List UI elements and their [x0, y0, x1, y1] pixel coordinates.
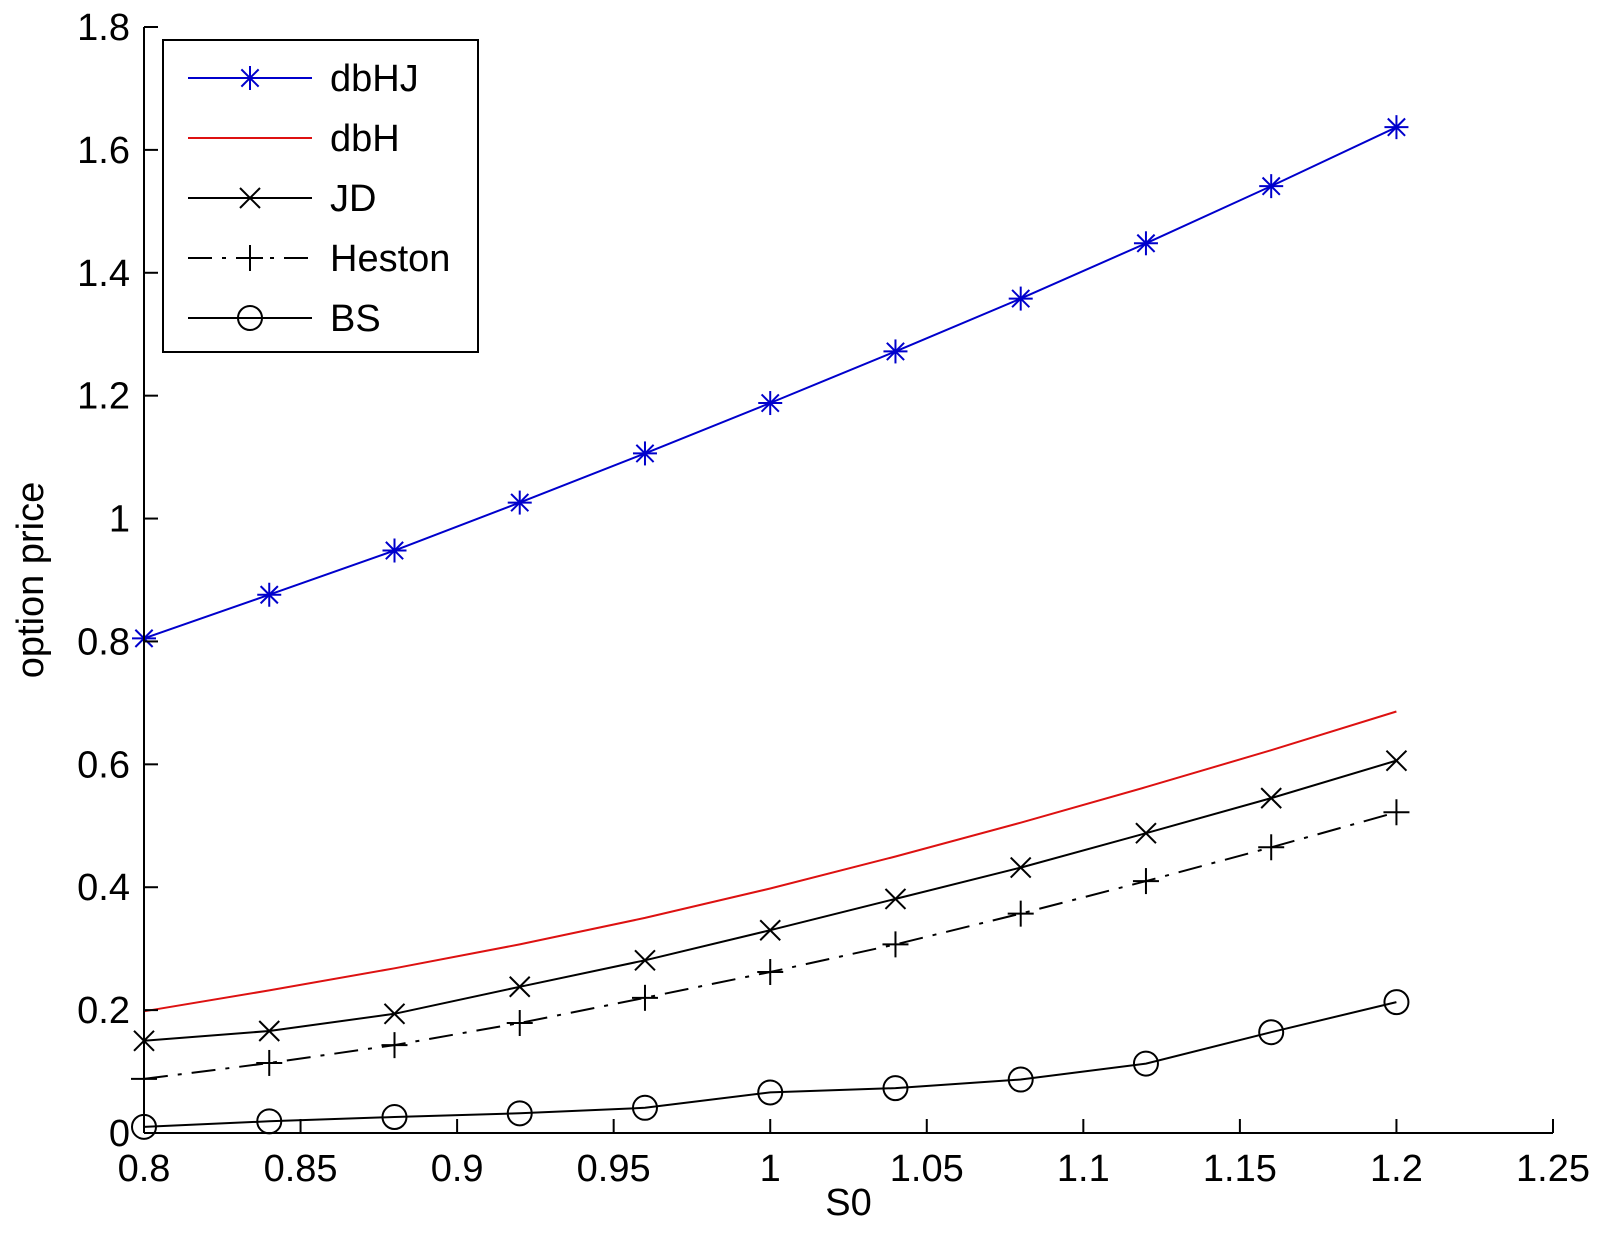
data-point	[882, 1075, 909, 1102]
data-point	[1258, 1019, 1285, 1046]
plot-area	[131, 115, 1410, 1140]
data-point	[757, 959, 784, 986]
legend-label: Heston	[330, 238, 450, 280]
data-point	[1385, 749, 1408, 772]
data-point	[1383, 799, 1410, 826]
y-axis-title: option price	[10, 482, 52, 678]
y-tick-label: 1.4	[77, 253, 130, 295]
x-tick-label: 1.25	[1516, 1148, 1590, 1190]
data-point	[1010, 856, 1032, 879]
y-tick-label: 0	[109, 1113, 130, 1155]
y-tick-label: 0.8	[77, 621, 130, 663]
data-point	[882, 931, 909, 958]
y-tick-label: 0.4	[77, 867, 130, 909]
series-dbh	[143, 710, 1397, 1013]
data-point	[632, 441, 657, 466]
legend-marker	[239, 187, 261, 209]
series-heston	[131, 799, 1410, 1092]
series-jd	[133, 749, 1408, 1052]
data-point	[381, 1032, 408, 1059]
data-point	[1260, 787, 1282, 809]
data-point	[758, 391, 783, 416]
series-line-dbh	[143, 710, 1397, 1013]
x-tick-label: 0.8	[118, 1148, 171, 1190]
series-dbhj	[132, 115, 1409, 651]
x-tick-label: 1	[760, 1148, 781, 1190]
y-tick-label: 1.8	[77, 7, 130, 49]
data-point	[1383, 989, 1410, 1016]
y-tick-label: 1	[109, 499, 130, 541]
series-line-bs	[143, 1001, 1397, 1128]
data-point	[631, 984, 658, 1011]
data-point	[1384, 115, 1409, 140]
data-point	[757, 1079, 784, 1106]
data-point	[507, 490, 532, 515]
data-point	[506, 1010, 533, 1037]
data-point	[1007, 1066, 1034, 1093]
legend-marker	[238, 66, 262, 90]
data-point	[759, 919, 781, 941]
data-point	[1135, 822, 1157, 844]
x-tick-label: 1.2	[1370, 1148, 1423, 1190]
legend-label: JD	[330, 178, 376, 220]
x-tick-label: 1.05	[890, 1148, 964, 1190]
data-point	[634, 949, 656, 972]
y-tick-label: 0.6	[77, 744, 130, 786]
data-point	[381, 1104, 408, 1131]
y-tick-label: 1.2	[77, 376, 130, 418]
x-tick-label: 0.85	[264, 1148, 338, 1190]
data-point	[509, 976, 531, 998]
data-point	[257, 582, 282, 607]
data-point	[1132, 1050, 1159, 1077]
x-tick-label: 1.15	[1203, 1148, 1277, 1190]
legend-entry-dbh: dbH	[188, 118, 400, 160]
series-line-jd	[143, 759, 1397, 1042]
data-point	[382, 538, 407, 563]
data-point	[258, 1020, 280, 1042]
data-point	[1133, 231, 1158, 256]
legend-label: dbH	[330, 118, 400, 160]
legend-marker	[237, 305, 263, 331]
y-tick-label: 1.6	[77, 130, 130, 172]
legend-entry-bs: BS	[188, 298, 381, 340]
x-tick-label: 0.9	[431, 1148, 484, 1190]
legend-entry-heston: Heston	[188, 238, 450, 280]
x-tick-label: 0.95	[577, 1148, 651, 1190]
y-tick-label: 0.2	[77, 990, 130, 1032]
data-point	[1008, 286, 1033, 311]
x-axis-title: S0	[825, 1182, 871, 1224]
legend-label: dbHJ	[330, 58, 419, 100]
data-point	[383, 1003, 406, 1025]
data-point	[1258, 834, 1285, 861]
data-point	[631, 1094, 658, 1121]
x-tick-label: 1.1	[1057, 1148, 1110, 1190]
legend: dbHJ dbH JD Heston BS	[162, 39, 479, 353]
axes: 0.8 0.85 0.9 0.95 1 1.05 1.1 1.15 1.2 1.25 0 0.2 0.4…	[77, 7, 1590, 1190]
data-point	[1259, 174, 1284, 199]
legend-entry-dbhj: dbHJ	[188, 58, 419, 100]
data-point	[1132, 868, 1159, 895]
data-point	[256, 1049, 283, 1076]
legend-entry-jd: JD	[188, 178, 376, 220]
series-bs	[131, 989, 1410, 1140]
data-point	[884, 888, 907, 910]
legend-label: BS	[330, 298, 381, 340]
legend-box	[162, 39, 479, 353]
data-point	[506, 1100, 533, 1127]
data-point	[883, 339, 908, 364]
series-line-heston	[143, 811, 1397, 1080]
data-point	[1007, 900, 1034, 927]
legend-marker	[237, 245, 263, 271]
